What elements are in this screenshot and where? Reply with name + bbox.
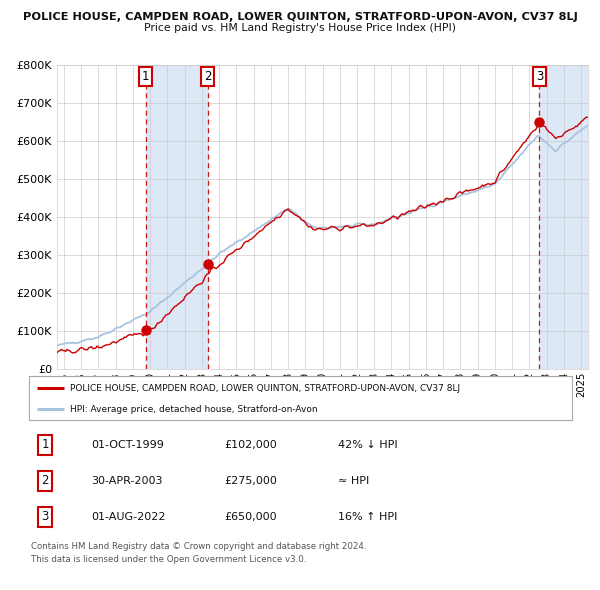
Text: 01-AUG-2022: 01-AUG-2022 [91,512,166,522]
Text: 01-OCT-1999: 01-OCT-1999 [91,440,164,450]
Text: ≈ HPI: ≈ HPI [338,476,370,486]
Text: Price paid vs. HM Land Registry's House Price Index (HPI): Price paid vs. HM Land Registry's House … [144,23,456,33]
Text: This data is licensed under the Open Government Licence v3.0.: This data is licensed under the Open Gov… [31,555,307,563]
Text: £650,000: £650,000 [224,512,277,522]
Text: HPI: Average price, detached house, Stratford-on-Avon: HPI: Average price, detached house, Stra… [70,405,317,414]
Text: 1: 1 [142,70,149,83]
Text: £102,000: £102,000 [224,440,277,450]
Bar [539,65,588,369]
Text: 30-APR-2003: 30-APR-2003 [91,476,163,486]
Text: 3: 3 [536,70,543,83]
Bar [146,65,208,369]
Text: POLICE HOUSE, CAMPDEN ROAD, LOWER QUINTON, STRATFORD-UPON-AVON, CV37 8LJ: POLICE HOUSE, CAMPDEN ROAD, LOWER QUINTO… [70,384,460,393]
Text: POLICE HOUSE, CAMPDEN ROAD, LOWER QUINTON, STRATFORD-UPON-AVON, CV37 8LJ: POLICE HOUSE, CAMPDEN ROAD, LOWER QUINTO… [23,12,577,22]
Text: 2: 2 [41,474,49,487]
Text: 3: 3 [41,510,49,523]
Text: 2: 2 [204,70,211,83]
Text: £275,000: £275,000 [224,476,277,486]
Text: 42% ↓ HPI: 42% ↓ HPI [338,440,398,450]
Text: 16% ↑ HPI: 16% ↑ HPI [338,512,398,522]
Text: 1: 1 [41,438,49,451]
Text: Contains HM Land Registry data © Crown copyright and database right 2024.: Contains HM Land Registry data © Crown c… [31,542,367,550]
